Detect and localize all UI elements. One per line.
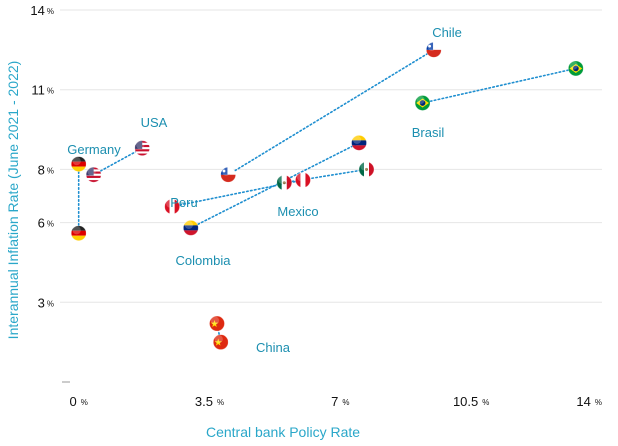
peru-flag-icon: [164, 198, 181, 215]
venezuela-flag-icon: [182, 219, 199, 236]
x-tick-label: 14%: [576, 394, 602, 409]
label-mexico: Mexico: [277, 204, 318, 219]
y-tick-label: 3%: [38, 295, 54, 310]
label-germany: Germany: [67, 142, 121, 157]
label-chile: Chile: [432, 25, 462, 40]
germany-flag-icon: [70, 156, 87, 173]
y-tick-label: 8%: [38, 162, 54, 177]
peru-flag-icon: [295, 172, 311, 188]
label-usa: USA: [141, 115, 168, 130]
mexico-flag-icon: [358, 161, 375, 178]
label-colombia: Colombia: [176, 253, 232, 268]
x-tick-label: 7%: [331, 394, 349, 409]
grid-layer: [60, 9, 602, 383]
x-tick-label: 10.5%: [453, 394, 489, 409]
label-china: China: [256, 340, 291, 355]
label-brasil: Brasil: [412, 125, 445, 140]
y-tick-label: 14%: [30, 3, 54, 18]
chile-flag-icon: [220, 166, 237, 183]
y-axis-title: Interannual Inflation Rate (June 2021 - …: [5, 61, 21, 340]
venezuela-flag-icon: [351, 134, 367, 151]
brazil-flag-icon: [567, 60, 584, 77]
connector-layer: [77, 49, 577, 343]
china-flag-icon: [209, 315, 225, 332]
brazil-flag-icon: [414, 95, 431, 111]
marker-layer: [70, 41, 584, 351]
germany-flag-icon: [70, 225, 87, 242]
connector-brasil: [421, 67, 577, 104]
mexico-flag-icon: [276, 174, 293, 191]
connector-usa: [92, 147, 144, 176]
x-axis-title: Central bank Policy Rate: [206, 424, 360, 440]
label-peru: Peru: [170, 195, 197, 210]
connector-colombia: [190, 142, 360, 229]
label-layer: USA Germany Chile Brasil Peru Mexico Colombia C…: [67, 25, 462, 355]
connector-chile: [227, 49, 435, 176]
usa-flag-icon: [85, 166, 102, 183]
x-tick-label: 3.5%: [195, 394, 224, 409]
y-tick-label: 6%: [38, 216, 54, 231]
chile-flag-icon: [425, 41, 442, 58]
usa-flag-icon: [134, 140, 151, 157]
china-flag-icon: [212, 334, 229, 351]
x-tick-label: 0%: [70, 394, 88, 409]
y-tick-label: 11%: [31, 83, 54, 98]
